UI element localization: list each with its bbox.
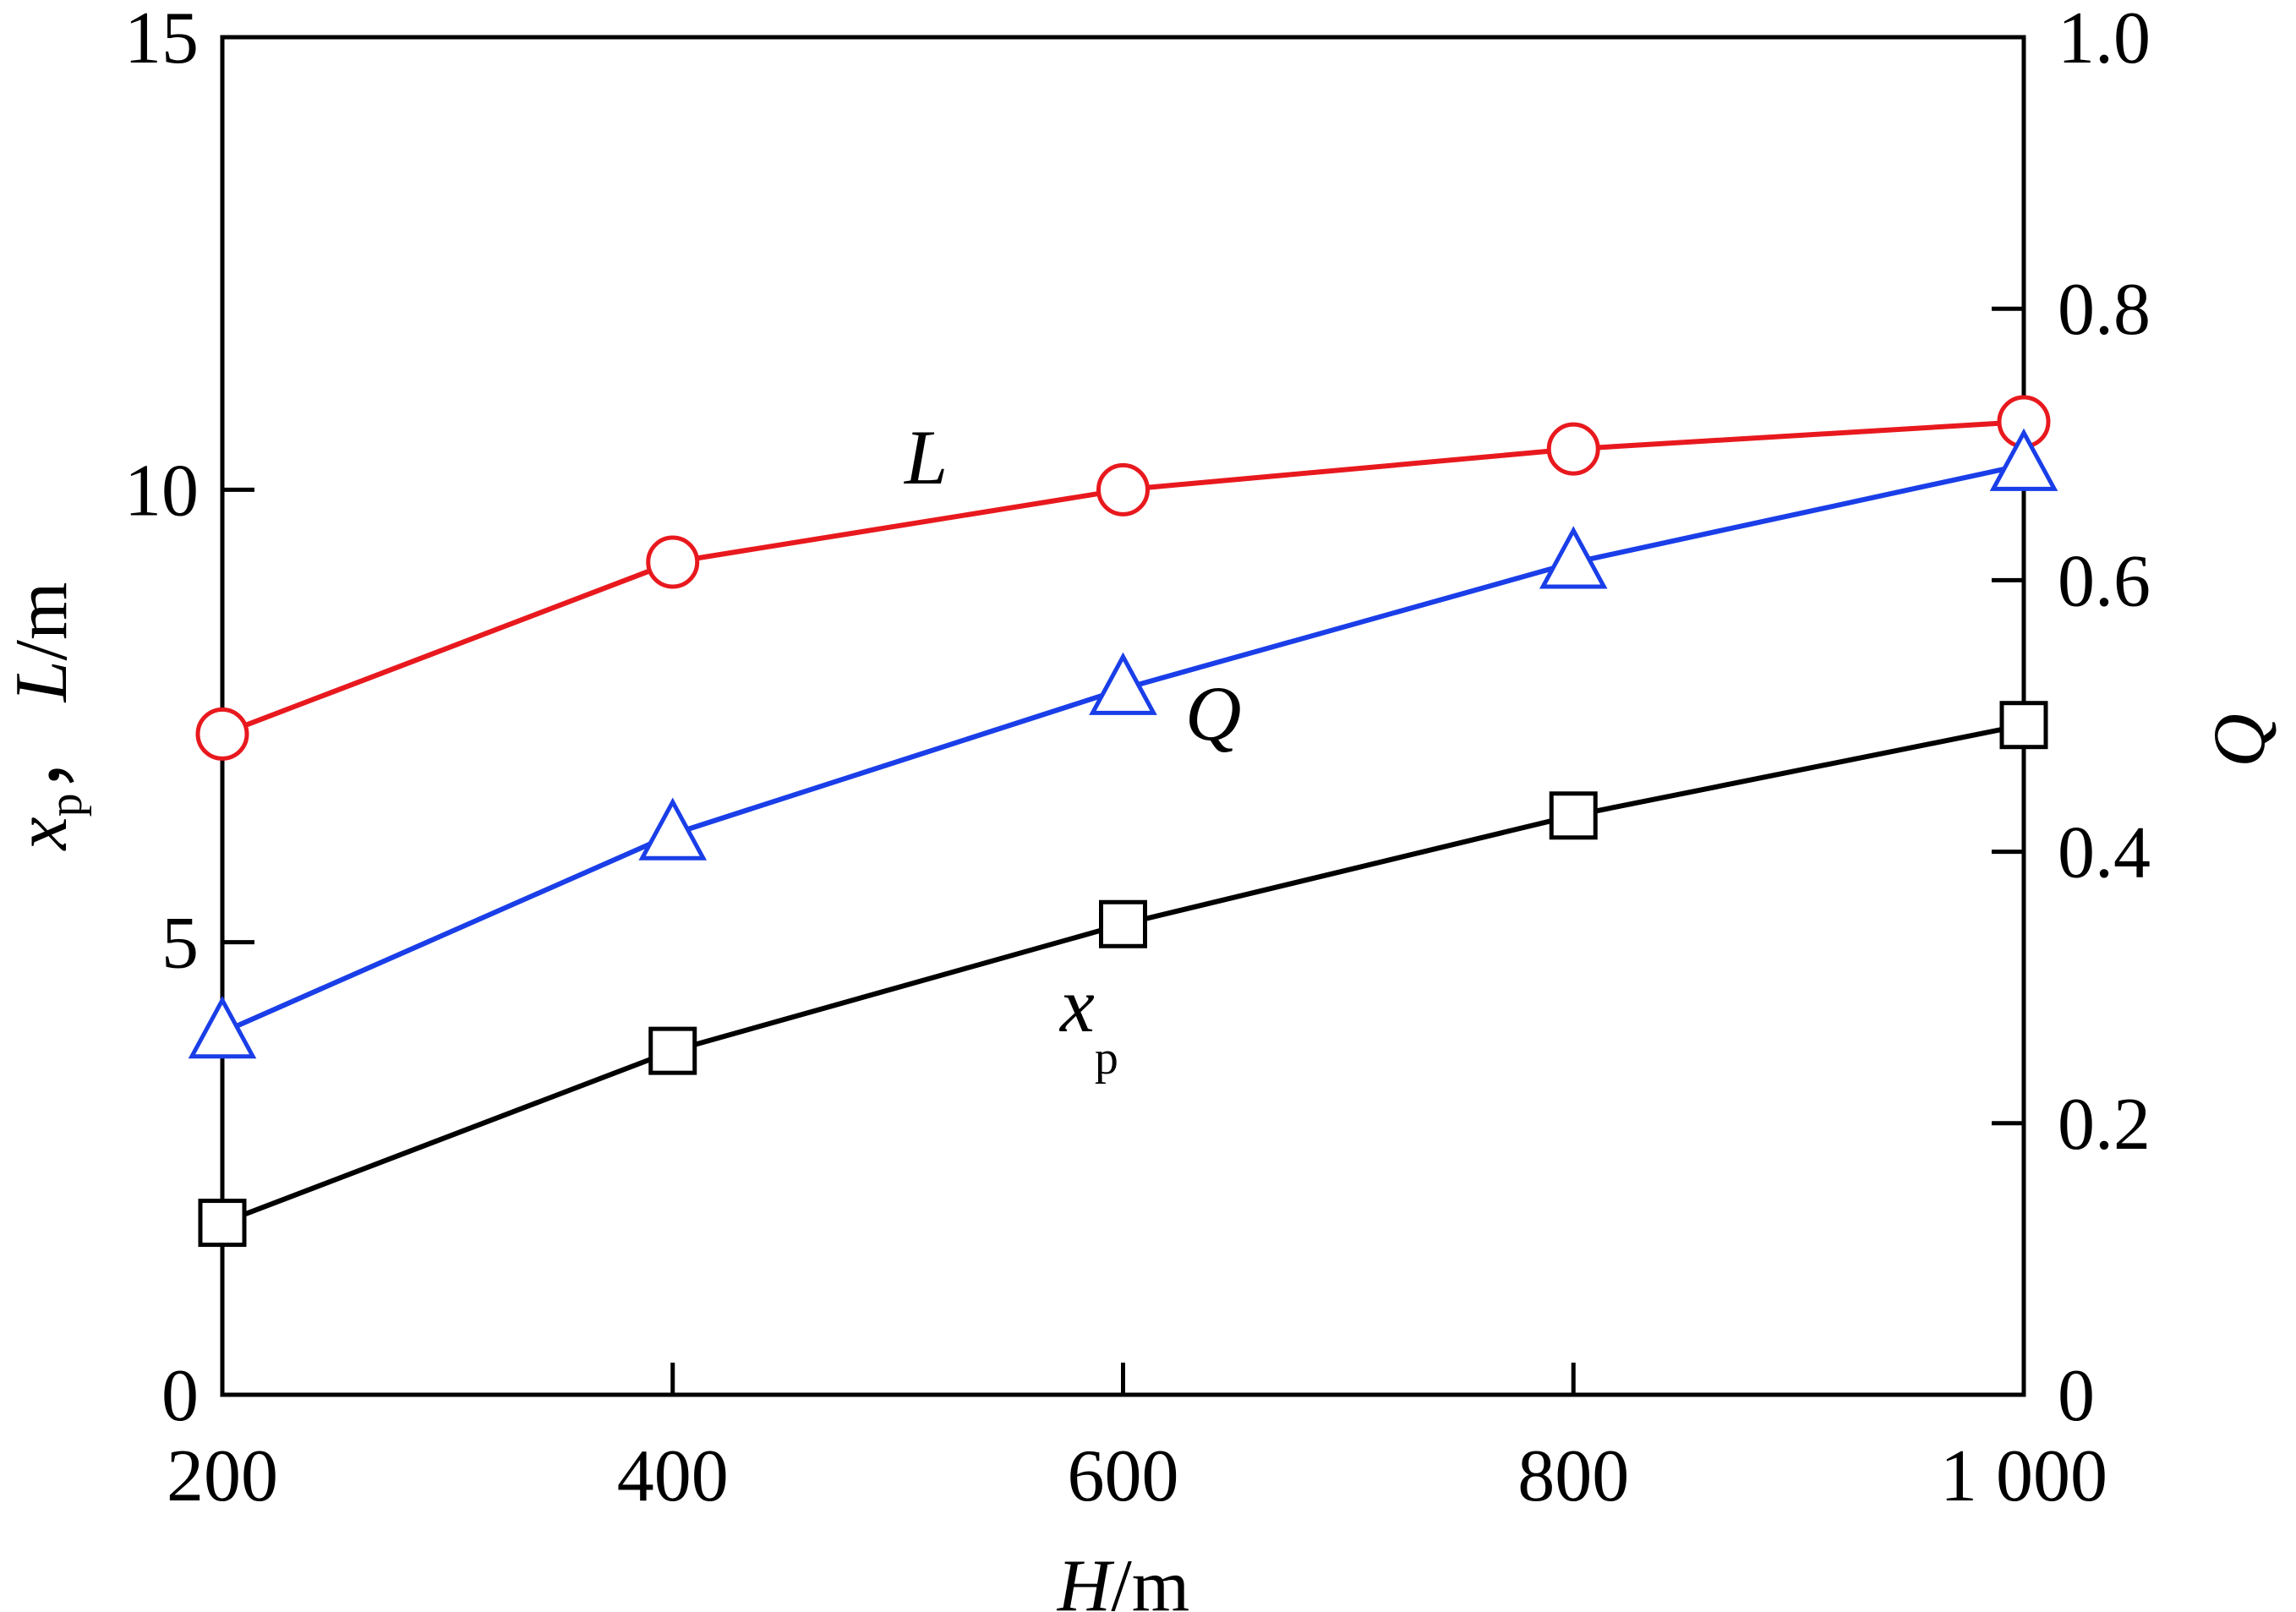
x-tick-label: 400 (617, 1435, 729, 1517)
x-tick-label: 200 (167, 1435, 278, 1517)
y-left-tick-label: 10 (124, 450, 199, 532)
marker-circle (195, 707, 249, 761)
plot-frame (220, 35, 2026, 1397)
x-tick-label: 600 (1068, 1435, 1179, 1517)
marker-triangle (638, 797, 708, 861)
axis-ticks (220, 35, 2026, 1397)
y-right-tick-label: 0.6 (2058, 540, 2151, 622)
marker-circle (646, 535, 700, 589)
marker-circle (1546, 422, 1600, 476)
y-left-tick-label: 0 (161, 1355, 199, 1437)
series-label-xp: xp (1058, 962, 1118, 1085)
series-lines (221, 419, 2025, 1226)
series-line-2 (221, 722, 2025, 1226)
y-right-tick-label: 0.8 (2058, 269, 2151, 351)
marker-triangle (1539, 526, 1608, 589)
marker-circle (1096, 462, 1150, 516)
y-left-var2: L (1, 660, 83, 703)
x-axis-title: H/m (1057, 1545, 1189, 1612)
marker-triangle (1989, 428, 2058, 491)
marker-square (1099, 899, 1147, 948)
marker-triangle (1089, 652, 1157, 715)
series-label-Q: Q (1185, 670, 1241, 757)
y-left-tick-label: 15 (124, 0, 199, 79)
x-axis-var: H (1057, 1545, 1115, 1612)
marker-square (198, 1199, 247, 1248)
series-label-xp-sub: p (1095, 1032, 1118, 1085)
marker-square (648, 1026, 697, 1075)
series-label-xp-var: x (1058, 962, 1095, 1048)
marker-triangle (188, 995, 257, 1059)
y-right-tick-label: 0.2 (2058, 1084, 2151, 1166)
x-axis-unit: /m (1111, 1545, 1189, 1612)
series-markers (188, 395, 2058, 1248)
y-left-var1-sub: p (40, 793, 92, 817)
y-left-sep: ， (1, 719, 83, 793)
y-left-var1: x (1, 817, 83, 851)
x-tick-label: 800 (1517, 1435, 1629, 1517)
y-right-tick-label: 0 (2058, 1355, 2095, 1437)
series-label-L: L (903, 414, 948, 500)
x-tick-label: 1 000 (1940, 1435, 2107, 1517)
marker-square (1999, 701, 2048, 750)
y-right-tick-label: 1.0 (2058, 0, 2151, 79)
marker-square (1549, 791, 1598, 840)
y-left-axis-title: xp， L/m (1, 582, 92, 852)
y-left-unit: /m (1, 582, 83, 661)
y-right-tick-label: 0.4 (2058, 812, 2151, 894)
y-left-tick-label: 5 (161, 903, 199, 985)
y-right-axis-title: Q (2199, 713, 2281, 768)
